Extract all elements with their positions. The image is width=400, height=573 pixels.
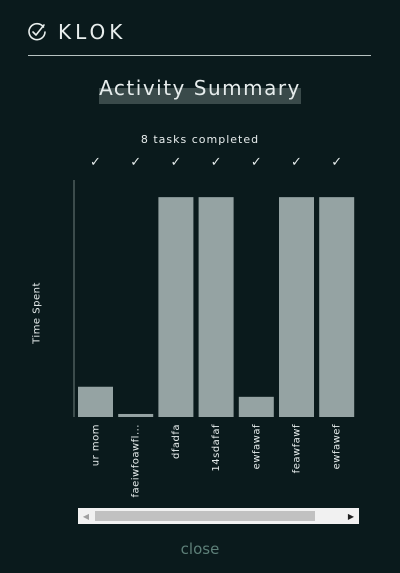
- x-tick-label: faeiwfoawfl...: [131, 424, 142, 498]
- clock-check-icon: [28, 22, 46, 41]
- close-button[interactable]: close: [180, 540, 220, 558]
- check-icon: ✓: [130, 155, 141, 170]
- scroll-left-arrow-icon[interactable]: ◀: [82, 511, 90, 521]
- bar-0: [78, 386, 113, 417]
- x-tick-label: ewfawef: [332, 424, 343, 469]
- check-icon: ✓: [331, 155, 342, 170]
- check-icon: ✓: [291, 155, 302, 170]
- bar-4: [238, 396, 274, 417]
- title-highlight: [99, 88, 301, 104]
- scroll-right-arrow-icon[interactable]: ▶: [347, 511, 355, 521]
- x-tick-label: ur mom: [91, 424, 102, 466]
- x-tick-label: ewfawaf: [251, 424, 262, 469]
- check-icon: ✓: [211, 155, 222, 170]
- bar-3: [198, 197, 234, 417]
- x-tick-label: 14sdafaf: [211, 424, 222, 472]
- brand-name: KLOK: [58, 20, 127, 44]
- check-icon: ✓: [251, 155, 262, 170]
- bar-5: [279, 197, 314, 417]
- bar-6: [319, 197, 355, 417]
- bar-2: [158, 197, 194, 417]
- x-tick-label: feawfawf: [292, 424, 303, 473]
- check-icon: ✓: [90, 155, 101, 170]
- x-tick-label: dfadfa: [171, 424, 182, 459]
- tasks-completed-count: 8 tasks completed: [140, 133, 260, 146]
- bar-1: [118, 413, 154, 417]
- check-icon: ✓: [170, 155, 181, 170]
- scroll-thumb[interactable]: [95, 511, 315, 521]
- header-divider: [28, 55, 371, 56]
- app-header: KLOK: [26, 18, 126, 46]
- horizontal-scrollbar[interactable]: ◀ ▶: [78, 508, 359, 524]
- page-title: Activity Summary: [99, 76, 301, 100]
